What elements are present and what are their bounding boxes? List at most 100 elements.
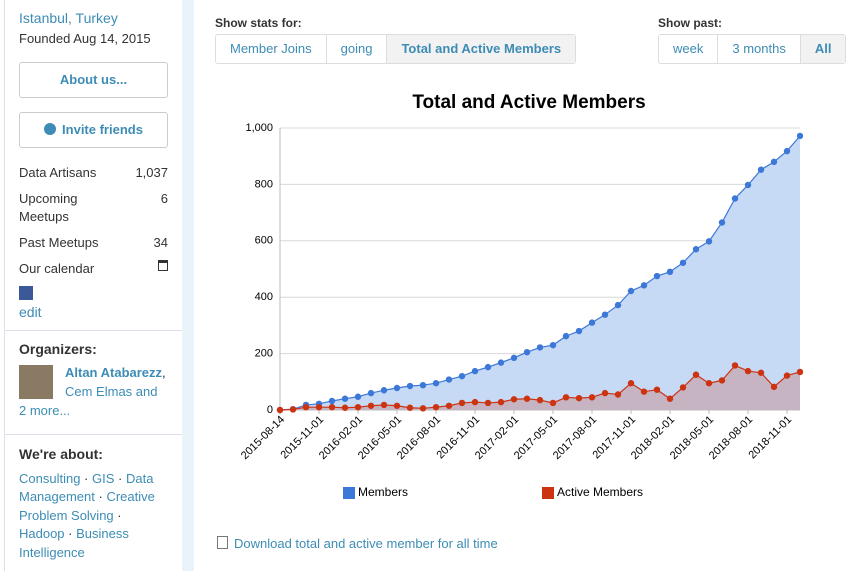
point — [471, 398, 479, 406]
point — [575, 394, 583, 402]
invite-text[interactable]: Invite friends — [62, 122, 143, 137]
point — [536, 344, 544, 351]
point — [510, 396, 518, 403]
point — [666, 395, 674, 402]
topics: ConsultingGISData ManagementCreative Pro… — [19, 470, 168, 563]
point — [575, 327, 583, 335]
point — [393, 402, 401, 409]
point — [757, 369, 765, 376]
point — [640, 282, 648, 289]
download-row[interactable]: Download total and active member for all… — [217, 536, 498, 551]
stats: Data Artisans 1,037 Upcoming Meetups 6 Past … — [5, 164, 182, 252]
tab[interactable]: week — [673, 41, 704, 56]
point — [419, 405, 427, 412]
point — [523, 395, 531, 402]
point — [588, 319, 596, 326]
point — [783, 147, 791, 155]
topic[interactable]: GIS — [80, 471, 114, 486]
stat-label: Upcoming Meetups — [19, 191, 78, 224]
download-link[interactable]: Download total and active member for all… — [234, 536, 498, 551]
legend-swatch — [343, 487, 355, 499]
point — [666, 268, 674, 276]
point — [497, 359, 505, 366]
tab[interactable]: All — [799, 35, 846, 63]
point — [380, 387, 388, 394]
point — [328, 397, 336, 405]
point — [484, 363, 492, 371]
sidebar: Istanbul, Turkey Founded Aug 14, 2015 Ab… — [4, 0, 183, 571]
founded: Founded Aug 14, 2015 — [19, 31, 151, 46]
past-label: Show past: — [658, 16, 723, 30]
y-tick-label: 400 — [255, 291, 273, 303]
point — [419, 381, 427, 389]
point — [679, 259, 687, 266]
point — [562, 394, 570, 401]
point — [302, 403, 310, 411]
tab[interactable]: 3 months — [717, 35, 799, 63]
y-tick-label: 600 — [255, 235, 273, 247]
point — [432, 403, 440, 411]
tab[interactable]: Member Joins — [230, 41, 312, 56]
point — [718, 219, 726, 226]
point — [354, 403, 362, 411]
point — [536, 396, 544, 404]
point — [445, 402, 453, 409]
point — [796, 368, 804, 376]
calendar-row: Our calendar — [5, 260, 182, 278]
point — [601, 389, 609, 397]
about-heading: We're about: — [19, 446, 103, 462]
stat-value: 6 — [160, 191, 168, 206]
organizer-link[interactable]: Altan Atabarezz — [65, 365, 163, 380]
organizer-more[interactable]: Cem Elmas and 2 more... — [19, 384, 158, 418]
calendar-label: Our calendar — [19, 261, 95, 276]
chart-title: Total and Active Members — [412, 92, 645, 113]
point — [523, 348, 531, 356]
topic[interactable]: Consulting — [19, 470, 81, 486]
point — [445, 376, 453, 383]
legend-label: Members — [358, 485, 408, 499]
point — [289, 406, 297, 413]
stat-value: 34 — [153, 235, 168, 250]
organizer-sep: , — [162, 365, 166, 380]
point — [653, 386, 661, 393]
point — [276, 406, 284, 414]
point — [679, 384, 687, 391]
stat-label: Past Meetups — [19, 235, 99, 250]
invite-button[interactable]: Invite friends — [19, 112, 168, 148]
point — [705, 238, 713, 245]
point — [484, 399, 492, 407]
point — [588, 394, 596, 401]
point — [471, 367, 479, 375]
point — [627, 380, 635, 387]
chart: Total and Active Members 0 200 400 600 800 1,… — [239, 92, 804, 499]
point — [640, 388, 648, 395]
point — [510, 354, 518, 362]
organizers-heading: Organizers: — [19, 341, 97, 357]
point — [692, 371, 700, 378]
y-tick-label: 0 — [267, 404, 273, 416]
point — [458, 372, 466, 380]
point — [744, 181, 752, 189]
point — [354, 393, 362, 400]
tab[interactable]: Total and Active Members — [386, 35, 576, 63]
about-button[interactable]: About us... — [19, 62, 168, 98]
point — [432, 380, 440, 387]
tab[interactable]: going — [325, 35, 387, 63]
edit-link[interactable]: edit — [19, 304, 42, 320]
point — [562, 332, 570, 340]
stat-value: 1,037 — [135, 165, 168, 180]
point — [757, 166, 765, 173]
point — [796, 132, 804, 140]
location[interactable]: Istanbul, Turkey — [19, 10, 118, 26]
point — [393, 384, 401, 392]
point — [367, 389, 375, 397]
y-tick-label: 800 — [255, 178, 273, 190]
point — [731, 195, 739, 202]
point — [770, 383, 778, 391]
point — [458, 399, 466, 407]
point — [341, 395, 349, 402]
stat-row: Past Meetups 34 — [19, 234, 168, 252]
past-tabs: week 3 months All — [658, 34, 847, 64]
point — [497, 398, 505, 406]
